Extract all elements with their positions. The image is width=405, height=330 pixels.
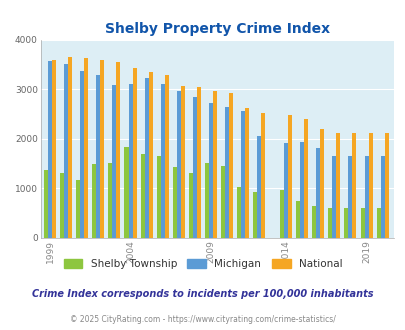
Bar bbox=[352, 133, 356, 238]
Bar bbox=[228, 93, 232, 238]
Bar bbox=[284, 143, 288, 238]
Bar bbox=[375, 208, 379, 238]
Bar bbox=[311, 206, 315, 238]
Bar bbox=[172, 167, 176, 238]
Bar bbox=[368, 133, 372, 238]
Bar bbox=[112, 85, 116, 238]
Bar bbox=[208, 104, 212, 238]
Bar bbox=[124, 147, 128, 238]
Bar bbox=[252, 191, 256, 238]
Bar bbox=[320, 129, 324, 238]
Bar bbox=[188, 173, 192, 238]
Bar bbox=[68, 57, 72, 238]
Bar bbox=[328, 208, 332, 238]
Bar bbox=[364, 156, 368, 238]
Bar bbox=[343, 208, 347, 238]
Bar bbox=[204, 163, 208, 238]
Bar bbox=[180, 86, 184, 238]
Bar bbox=[116, 62, 120, 238]
Bar bbox=[300, 142, 304, 238]
Bar bbox=[336, 133, 340, 238]
Bar bbox=[76, 180, 80, 238]
Bar bbox=[132, 68, 136, 238]
Bar bbox=[164, 75, 168, 238]
Bar bbox=[108, 163, 112, 238]
Bar bbox=[128, 84, 132, 238]
Bar bbox=[52, 60, 56, 238]
Bar bbox=[236, 187, 240, 238]
Bar bbox=[96, 75, 100, 238]
Bar bbox=[256, 136, 260, 238]
Bar bbox=[360, 208, 364, 238]
Bar bbox=[296, 201, 300, 238]
Bar bbox=[192, 97, 196, 238]
Bar bbox=[304, 119, 307, 238]
Bar bbox=[240, 111, 244, 238]
Bar bbox=[80, 71, 84, 238]
Text: © 2025 CityRating.com - https://www.cityrating.com/crime-statistics/: © 2025 CityRating.com - https://www.city… bbox=[70, 315, 335, 324]
Bar bbox=[288, 115, 292, 238]
Bar bbox=[196, 86, 200, 238]
Bar bbox=[212, 91, 216, 238]
Bar bbox=[48, 61, 52, 238]
Title: Shelby Property Crime Index: Shelby Property Crime Index bbox=[104, 22, 329, 36]
Bar bbox=[156, 156, 160, 238]
Bar bbox=[148, 72, 152, 238]
Bar bbox=[60, 173, 64, 238]
Bar bbox=[347, 156, 352, 238]
Bar bbox=[64, 64, 68, 238]
Bar bbox=[84, 58, 88, 238]
Bar bbox=[384, 133, 388, 238]
Legend: Shelby Township, Michigan, National: Shelby Township, Michigan, National bbox=[59, 254, 346, 273]
Bar bbox=[279, 190, 284, 238]
Bar bbox=[100, 60, 104, 238]
Bar bbox=[315, 148, 320, 238]
Bar bbox=[160, 84, 164, 238]
Bar bbox=[332, 156, 336, 238]
Bar bbox=[260, 114, 264, 238]
Bar bbox=[140, 154, 144, 238]
Bar bbox=[44, 170, 48, 238]
Bar bbox=[244, 108, 248, 238]
Bar bbox=[379, 156, 384, 238]
Bar bbox=[220, 166, 224, 238]
Bar bbox=[92, 164, 96, 238]
Text: Crime Index corresponds to incidents per 100,000 inhabitants: Crime Index corresponds to incidents per… bbox=[32, 289, 373, 299]
Bar bbox=[176, 91, 180, 238]
Bar bbox=[224, 107, 228, 238]
Bar bbox=[144, 78, 148, 238]
